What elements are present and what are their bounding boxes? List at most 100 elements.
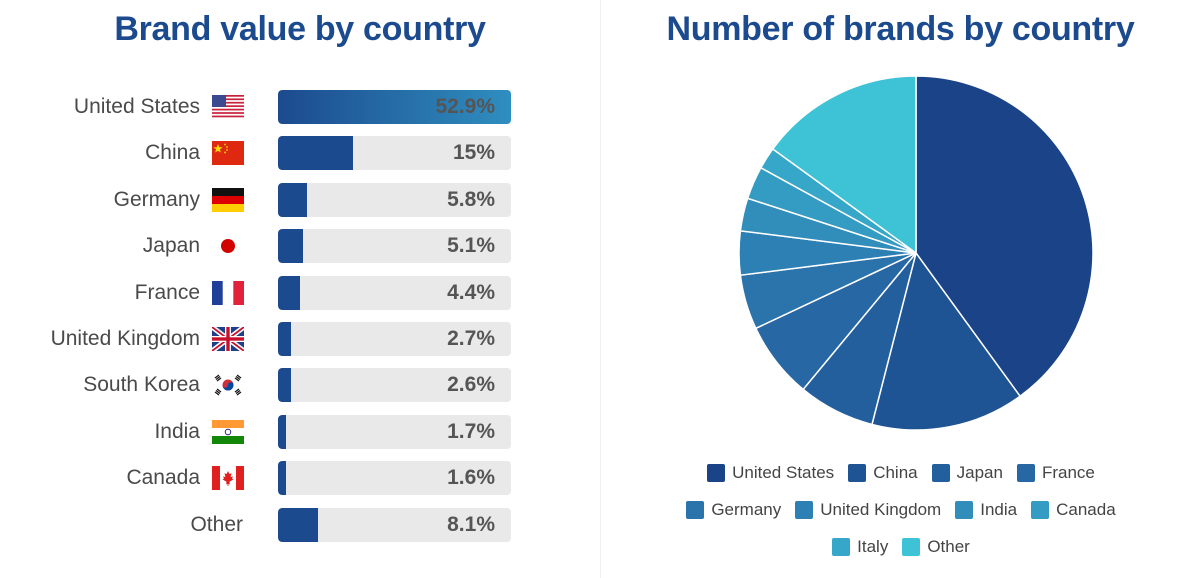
country-flag-icon (212, 419, 244, 444)
bar-track: 5.1% (278, 229, 511, 264)
bar-track: 4.4% (278, 275, 511, 310)
bar-row: China 15% (0, 136, 600, 171)
bar-value-label: 5.8% (447, 187, 495, 211)
legend-item: Other (902, 537, 970, 557)
bar-track: 52.9% (278, 90, 511, 124)
bar (278, 275, 300, 310)
bar-track: 2.6% (278, 368, 511, 403)
bar (278, 368, 291, 403)
bar-category-label: France (134, 280, 200, 304)
legend-row: Germany United Kingdom India Canada (601, 500, 1200, 524)
legend-item: Germany (686, 500, 781, 520)
legend-swatch (832, 538, 851, 556)
bar-track: 15% (278, 136, 511, 171)
bar (278, 182, 307, 217)
country-flag-icon (212, 373, 244, 398)
bar-category-label: China (145, 141, 200, 165)
bar-category-label: South Korea (83, 373, 200, 397)
bar (278, 507, 319, 542)
bar-track: 1.7% (278, 414, 511, 449)
bar-row: Germany 5.8% (0, 182, 600, 217)
brand-count-panel: Number of brands by country United State… (600, 0, 1200, 578)
bar-category-label: Canada (126, 466, 200, 490)
legend-swatch (795, 501, 814, 519)
bar-value-label: 8.1% (447, 512, 495, 536)
country-flag-icon (212, 141, 244, 166)
legend-item: France (1016, 463, 1095, 483)
bar-row: France 4.4% (0, 275, 600, 310)
pie-slice (771, 75, 917, 255)
legend-item: United Kingdom (795, 500, 941, 520)
bar (278, 322, 292, 356)
bar (278, 414, 287, 449)
bar-row: South Korea 2.6% (0, 368, 600, 403)
country-flag-icon (212, 234, 244, 259)
legend-item: India (955, 500, 1017, 520)
legend-item: Italy (832, 537, 888, 557)
legend-label: Other (927, 537, 970, 556)
pie-slice (871, 251, 1022, 431)
legend-item: United States (707, 463, 834, 483)
legend-swatch (1016, 464, 1035, 482)
legend-label: Japan (956, 463, 1003, 482)
legend-label: India (980, 500, 1018, 519)
country-flag-icon (212, 327, 244, 351)
legend-label: United Kingdom (820, 500, 942, 519)
bar-row: Other 8.1% (0, 507, 600, 542)
legend-label: United States (732, 463, 835, 482)
bar-value-label: 4.4% (447, 280, 495, 304)
pie-slice (915, 75, 1094, 398)
bar (278, 461, 286, 496)
brand-value-panel: Brand value by country United States 52.9… (0, 10, 600, 542)
bar-category-label: Germany (113, 187, 200, 211)
bar-value-label: 15% (452, 141, 495, 165)
legend-label: Italy (857, 537, 889, 556)
bar-value-label: 5.1% (447, 234, 495, 258)
bar-category-label: United Kingdom (50, 327, 200, 350)
bar-category-label: Other (190, 512, 243, 536)
bar (278, 90, 511, 124)
bar-row: Japan 5.1% (0, 229, 600, 264)
bar-track: 8.1% (278, 507, 511, 542)
legend-label: Canada (1056, 500, 1116, 519)
bar-row: United States 52.9% (0, 90, 600, 124)
legend-swatch (931, 464, 950, 482)
bar (278, 229, 304, 264)
bar-category-label: India (154, 419, 200, 443)
legend-row: Italy Other (601, 537, 1200, 561)
legend-swatch (955, 501, 974, 519)
country-flag-icon (212, 95, 244, 119)
bar-value-label: 1.7% (447, 419, 495, 443)
bar-value-label: 52.9% (435, 95, 495, 118)
bar-value-label: 2.7% (447, 327, 495, 350)
country-flag-icon (212, 466, 244, 491)
legend-swatch (902, 538, 921, 556)
legend-swatch (707, 464, 726, 482)
bar-category-label: United States (73, 95, 200, 118)
legend-swatch (1031, 501, 1050, 519)
legend-item: Japan (931, 463, 1003, 483)
bar-track: 1.6% (278, 461, 511, 496)
legend-swatch (686, 501, 705, 519)
country-flag-icon (212, 187, 244, 212)
pie-chart (738, 75, 1094, 431)
bar-category-label: Japan (142, 234, 200, 258)
legend-label: Germany (711, 500, 782, 519)
pie-chart-title: Number of brands by country (666, 10, 1135, 48)
bar-row: Canada 1.6% (0, 461, 600, 496)
bar (278, 136, 353, 171)
bar-row: India 1.7% (0, 414, 600, 449)
legend-row: United States China Japan France (601, 463, 1200, 487)
bar-chart-title: Brand value by country (114, 10, 486, 48)
bar-value-label: 1.6% (447, 466, 495, 490)
bar-value-label: 2.6% (447, 373, 495, 397)
legend-item: China (848, 463, 918, 483)
bar-row: United Kingdom 2.7% (0, 322, 600, 356)
legend-label: China (873, 463, 918, 482)
bar-track: 2.7% (278, 322, 511, 356)
legend-label: France (1041, 463, 1095, 482)
legend-swatch (848, 464, 867, 482)
bar-track: 5.8% (278, 182, 511, 217)
country-flag-icon (212, 280, 244, 305)
legend-item: Canada (1031, 500, 1116, 520)
